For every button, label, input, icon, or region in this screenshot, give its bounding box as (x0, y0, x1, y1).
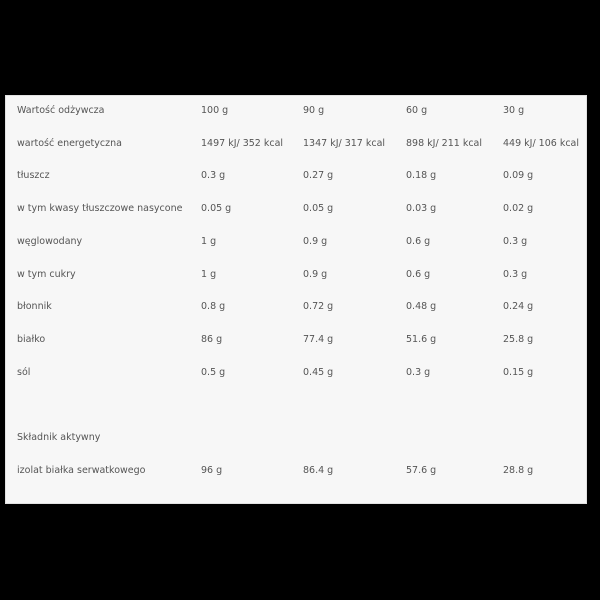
cell-value: 0.02 g (503, 203, 534, 215)
table-row: błonnik 0.8 g 0.72 g 0.48 g 0.24 g (6, 297, 586, 317)
table-row (6, 395, 586, 415)
cell-value: 0.8 g (201, 301, 226, 313)
cell-value: 100 g (201, 105, 229, 116)
cell-value: 0.6 g (406, 268, 431, 280)
cell-value: 0.45 g (303, 366, 334, 378)
table-header-row: Wartość odżywcza 100 g 90 g 60 g 30 g (6, 101, 586, 121)
row-label: w tym kwasy tłuszczowe nasycone (17, 203, 183, 215)
table-row: węglowodany 1 g 0.9 g 0.6 g 0.3 g (6, 232, 586, 252)
cell-value: 1347 kJ/ 317 kcal (303, 137, 386, 149)
cell-value: 77.4 g (303, 333, 334, 345)
cell-value: 449 kJ/ 106 kcal (503, 137, 580, 149)
row-label: węglowodany (17, 235, 83, 247)
cell-value: 30 g (503, 105, 525, 116)
table-row: w tym kwasy tłuszczowe nasycone 0.05 g 0.0… (6, 199, 586, 219)
cell-value: 0.9 g (303, 268, 328, 280)
cell-value: 0.9 g (303, 235, 328, 247)
cell-value: 0.3 g (503, 235, 528, 247)
cell-value: 51.6 g (406, 333, 437, 345)
cell-value: 0.09 g (503, 170, 534, 182)
cell-value: 1497 kJ/ 352 kcal (201, 137, 284, 149)
cell-value: 0.5 g (201, 366, 226, 378)
table-row: sól 0.5 g 0.45 g 0.3 g 0.15 g (6, 363, 586, 383)
cell-value: 0.3 g (406, 366, 431, 378)
table-row: w tym cukry 1 g 0.9 g 0.6 g 0.3 g (6, 265, 586, 285)
row-label: w tym cukry (17, 268, 76, 280)
cell-value: 0.48 g (406, 301, 437, 313)
cell-value: 0.6 g (406, 235, 431, 247)
cell-value: 1 g (201, 268, 217, 280)
row-label: Wartość odżywcza (17, 105, 105, 116)
cell-value: 0.3 g (503, 268, 528, 280)
cell-value: 28.8 g (503, 464, 534, 476)
nutrition-table: Wartość odżywcza 100 g 90 g 60 g 30 g wartość… (5, 95, 587, 504)
table-row: białko 86 g 77.4 g 51.6 g 25.8 g (6, 330, 586, 350)
table-row: tłuszcz 0.3 g 0.27 g 0.18 g 0.09 g (6, 166, 586, 186)
cell-value: 0.72 g (303, 301, 334, 313)
cell-value: 0.05 g (303, 203, 334, 215)
cell-value: 0.18 g (406, 170, 437, 182)
cell-value: 0.27 g (303, 170, 334, 182)
table-row: izolat białka serwatkowego 96 g 86.4 g 57.6… (6, 461, 586, 481)
cell-value: 0.3 g (201, 170, 226, 182)
row-label: izolat białka serwatkowego (17, 464, 146, 476)
row-label: błonnik (17, 301, 52, 313)
table-row: Składnik aktywny (6, 428, 586, 448)
table-row: wartość energetyczna 1497 kJ/ 352 kcal 134… (6, 134, 586, 154)
row-label: Składnik aktywny (17, 432, 101, 443)
cell-value: 25.8 g (503, 333, 534, 345)
cell-value: 86 g (201, 333, 223, 345)
cell-value: 1 g (201, 235, 217, 247)
row-label: tłuszcz (17, 170, 50, 182)
cell-value: 0.15 g (503, 366, 534, 378)
cell-value: 0.03 g (406, 203, 437, 215)
row-label: wartość energetyczna (17, 137, 122, 149)
cell-value: 898 kJ/ 211 kcal (406, 137, 483, 149)
cell-value: 0.24 g (503, 301, 534, 313)
cell-value: 57.6 g (406, 464, 437, 476)
cell-value: 60 g (406, 105, 428, 116)
cell-value: 86.4 g (303, 464, 334, 476)
cell-value: 90 g (303, 105, 325, 116)
row-label: sól (17, 366, 31, 378)
cell-value: 0.05 g (201, 203, 232, 215)
cell-value: 96 g (201, 464, 223, 476)
row-label: białko (17, 333, 46, 345)
